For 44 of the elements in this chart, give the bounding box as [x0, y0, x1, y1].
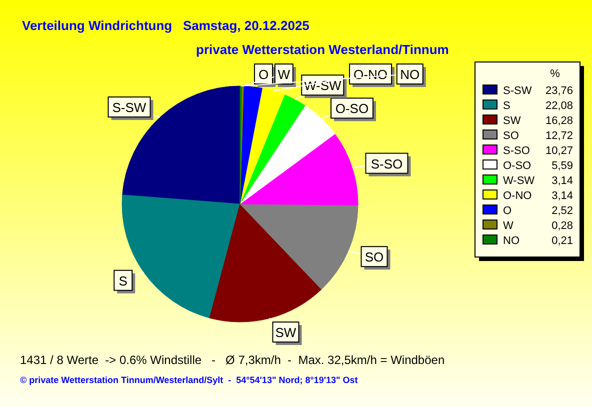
- pie-slice: [240, 134, 358, 206]
- pie-slice: [240, 105, 336, 204]
- data-label: 23,76: [545, 85, 573, 97]
- slice-label: SW: [275, 325, 297, 340]
- slice-label: S-SO: [370, 156, 403, 172]
- chart-subtitle: private Wetterstation Westerland/Tinnum: [196, 42, 449, 57]
- data-label: 3,14: [552, 190, 573, 202]
- legend-label: S-SO: [503, 145, 530, 157]
- pie-slice: [240, 94, 306, 204]
- data-label: 10,27: [545, 145, 573, 157]
- legend-label: NO: [503, 235, 520, 247]
- legend-label: O-NO: [503, 190, 532, 202]
- data-label: 3,14: [552, 175, 573, 187]
- legend-label: SW: [503, 115, 522, 127]
- data-label: 5,59: [552, 160, 573, 172]
- chart-title: Verteilung Windrichtung Samstag, 20.12.2025: [22, 18, 310, 33]
- legend-label: SO: [503, 130, 520, 142]
- legend-label: S-SW: [503, 85, 532, 97]
- legend-title: %: [550, 68, 560, 80]
- pie-slice: [122, 194, 240, 318]
- slice-label: S-SW: [112, 100, 147, 115]
- data-label: 0,28: [552, 220, 573, 232]
- text: 1431 / 8 Werte -> 0.6% Windstille - Ø 7,3km/h - Max. 32,5km/h = Windböen: [20, 353, 445, 367]
- pie-slice: [240, 86, 262, 204]
- data-label: 12,72: [545, 130, 573, 142]
- legend-label: W-SW: [503, 175, 536, 187]
- slice-label: W: [278, 67, 291, 82]
- data-label: 2,52: [552, 205, 573, 217]
- legend-label: O-SO: [503, 160, 532, 172]
- legend-label: S: [503, 100, 510, 112]
- pie-slice: [209, 204, 322, 322]
- pie-slice: [240, 204, 358, 290]
- pie-slice: [240, 88, 285, 204]
- slice-label: O-SO: [335, 101, 369, 116]
- slice-label: O: [258, 67, 269, 82]
- slice-label: NO: [400, 67, 420, 82]
- slice-label: SO: [364, 250, 384, 265]
- slice-label: S: [118, 273, 128, 288]
- text: © private Wetterstation Tinnum/Westerland/Sylt - 54°54'13" Nord; 8°19'13" Ost: [20, 375, 358, 385]
- legend-label: W: [503, 220, 514, 232]
- legend-label: O: [503, 205, 512, 217]
- data-label: 0,21: [552, 235, 573, 247]
- data-label: 16,28: [545, 115, 573, 127]
- data-label: 22,08: [545, 100, 573, 112]
